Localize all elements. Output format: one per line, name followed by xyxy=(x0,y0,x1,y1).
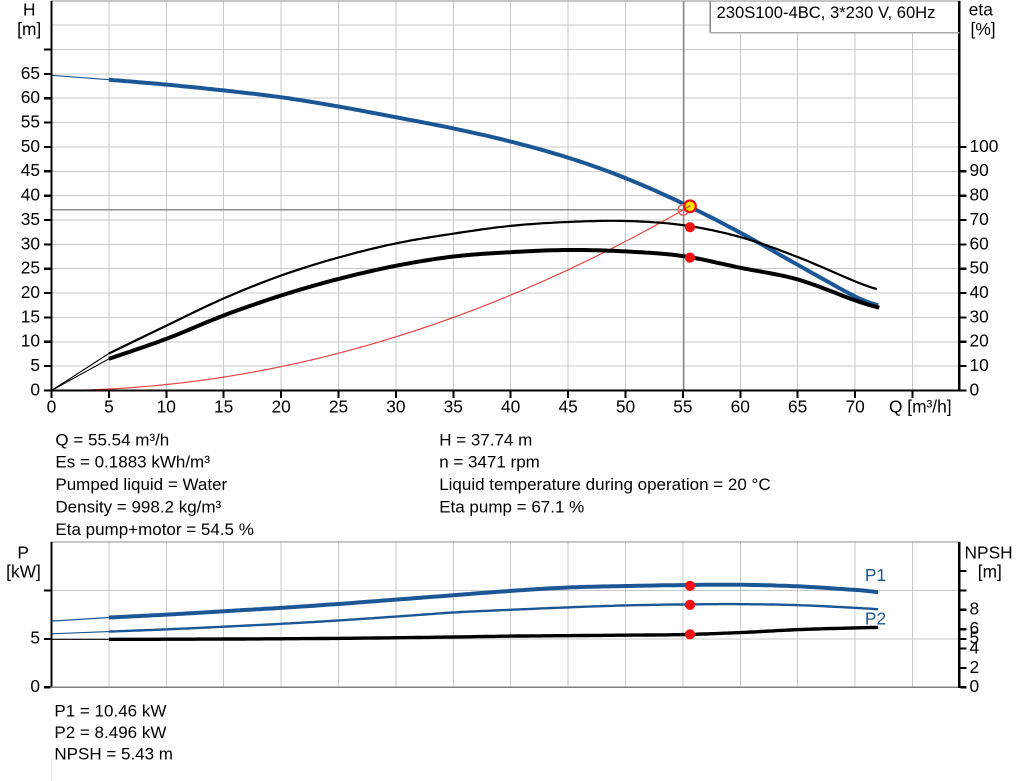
svg-text:40: 40 xyxy=(970,282,989,302)
svg-text:20: 20 xyxy=(271,397,290,417)
svg-text:NPSH: NPSH xyxy=(965,542,1013,562)
svg-text:45: 45 xyxy=(21,160,40,180)
svg-text:n = 3471 rpm: n = 3471 rpm xyxy=(439,453,540,472)
svg-text:8: 8 xyxy=(970,599,980,619)
svg-text:50: 50 xyxy=(616,397,635,417)
svg-text:50: 50 xyxy=(970,258,989,278)
svg-text:10: 10 xyxy=(157,397,176,417)
svg-text:5: 5 xyxy=(970,628,980,648)
svg-text:0: 0 xyxy=(970,676,980,696)
svg-text:30: 30 xyxy=(21,233,40,253)
svg-text:0: 0 xyxy=(47,397,57,417)
svg-text:230S100-4BC, 3*230 V, 60Hz: 230S100-4BC, 3*230 V, 60Hz xyxy=(717,3,936,22)
svg-text:20: 20 xyxy=(970,331,989,351)
svg-text:60: 60 xyxy=(731,397,750,417)
svg-text:5: 5 xyxy=(30,628,40,648)
svg-text:Pumped liquid = Water: Pumped liquid = Water xyxy=(55,475,227,494)
svg-text:10: 10 xyxy=(21,331,40,351)
svg-text:30: 30 xyxy=(386,397,405,417)
svg-text:P2: P2 xyxy=(865,609,886,629)
svg-text:NPSH = 5.43 m: NPSH = 5.43 m xyxy=(54,744,173,763)
svg-text:60: 60 xyxy=(21,87,40,107)
svg-text:15: 15 xyxy=(21,306,40,326)
svg-text:50: 50 xyxy=(21,136,40,156)
svg-text:55: 55 xyxy=(673,397,692,417)
svg-text:20: 20 xyxy=(21,282,40,302)
svg-text:P1 = 10.46 kW: P1 = 10.46 kW xyxy=(54,702,166,721)
svg-text:Density = 998.2 kg/m³: Density = 998.2 kg/m³ xyxy=(55,498,221,517)
svg-text:5: 5 xyxy=(104,397,114,417)
svg-text:P1: P1 xyxy=(865,565,886,585)
svg-text:65: 65 xyxy=(788,397,807,417)
svg-text:80: 80 xyxy=(970,185,989,205)
svg-text:55: 55 xyxy=(21,112,40,132)
svg-text:45: 45 xyxy=(558,397,577,417)
svg-text:Q [m³/h]: Q [m³/h] xyxy=(889,397,952,417)
svg-text:Eta pump+motor = 54.5 %: Eta pump+motor = 54.5 % xyxy=(55,520,253,539)
svg-text:[%]: [%] xyxy=(971,19,996,39)
svg-text:H = 37.74 m: H = 37.74 m xyxy=(439,430,532,449)
svg-text:4: 4 xyxy=(970,637,980,657)
svg-text:0: 0 xyxy=(30,676,40,696)
svg-text:40: 40 xyxy=(21,185,40,205)
svg-text:35: 35 xyxy=(21,209,40,229)
svg-text:90: 90 xyxy=(970,160,989,180)
svg-text:eta: eta xyxy=(969,0,993,20)
svg-text:6: 6 xyxy=(970,618,980,638)
svg-text:[m]: [m] xyxy=(978,561,1002,581)
svg-text:0: 0 xyxy=(970,379,980,399)
svg-text:25: 25 xyxy=(21,258,40,278)
svg-text:60: 60 xyxy=(970,233,989,253)
svg-text:15: 15 xyxy=(214,397,233,417)
svg-text:25: 25 xyxy=(329,397,348,417)
svg-text:Eta pump = 67.1 %: Eta pump = 67.1 % xyxy=(439,498,584,517)
svg-text:H: H xyxy=(23,0,36,20)
svg-text:70: 70 xyxy=(970,209,989,229)
svg-text:40: 40 xyxy=(501,397,520,417)
svg-text:Q = 55.54 m³/h: Q = 55.54 m³/h xyxy=(55,430,169,449)
svg-text:0: 0 xyxy=(30,379,40,399)
svg-text:10: 10 xyxy=(970,355,989,375)
svg-text:P: P xyxy=(17,542,29,562)
svg-text:30: 30 xyxy=(970,306,989,326)
svg-text:P2 = 8.496 kW: P2 = 8.496 kW xyxy=(54,723,166,742)
svg-text:Liquid temperature during oper: Liquid temperature during operation = 20… xyxy=(439,475,770,494)
svg-text:35: 35 xyxy=(444,397,463,417)
svg-text:[m]: [m] xyxy=(17,19,41,39)
svg-text:70: 70 xyxy=(845,397,864,417)
svg-text:2: 2 xyxy=(970,657,980,677)
svg-text:[kW]: [kW] xyxy=(6,561,41,581)
svg-text:Es = 0.1883 kWh/m³: Es = 0.1883 kWh/m³ xyxy=(55,453,210,472)
svg-text:65: 65 xyxy=(21,63,40,83)
svg-text:5: 5 xyxy=(30,355,40,375)
svg-text:100: 100 xyxy=(970,136,999,156)
